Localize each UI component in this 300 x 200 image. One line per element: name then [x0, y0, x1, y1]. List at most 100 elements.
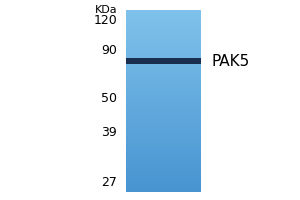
- Text: 27: 27: [101, 176, 117, 188]
- Bar: [126, 97, 201, 99]
- Bar: [126, 135, 201, 137]
- Bar: [126, 99, 201, 101]
- Bar: [126, 75, 201, 77]
- Bar: [126, 55, 201, 57]
- Bar: [126, 166, 201, 168]
- Bar: [126, 59, 201, 61]
- Bar: [126, 157, 201, 159]
- Bar: [126, 106, 201, 108]
- Bar: [126, 30, 201, 32]
- Bar: [126, 37, 201, 39]
- Bar: [126, 103, 201, 105]
- Bar: [126, 81, 201, 83]
- Bar: [126, 134, 201, 136]
- Bar: [126, 179, 201, 181]
- Bar: [126, 95, 201, 97]
- Bar: [126, 19, 201, 21]
- Bar: [126, 35, 201, 37]
- Bar: [126, 41, 201, 43]
- Bar: [126, 77, 201, 79]
- Bar: [126, 24, 201, 26]
- Bar: [126, 66, 201, 68]
- Bar: [126, 177, 201, 179]
- Bar: [126, 155, 201, 157]
- Bar: [126, 88, 201, 90]
- Bar: [126, 164, 201, 167]
- Text: PAK5: PAK5: [212, 53, 250, 68]
- Text: 50: 50: [101, 92, 117, 106]
- Bar: [126, 64, 201, 66]
- Bar: [126, 15, 201, 17]
- Bar: [126, 123, 201, 125]
- Text: 90: 90: [101, 45, 117, 58]
- Bar: [126, 12, 201, 14]
- Bar: [126, 94, 201, 96]
- Bar: [126, 124, 201, 126]
- Bar: [126, 146, 201, 148]
- Bar: [126, 148, 201, 150]
- Bar: [126, 13, 201, 15]
- Bar: [126, 68, 201, 70]
- Bar: [126, 58, 201, 64]
- Bar: [126, 115, 201, 117]
- Bar: [126, 112, 201, 114]
- Bar: [126, 121, 201, 123]
- Bar: [126, 119, 201, 121]
- Bar: [126, 63, 201, 65]
- Bar: [126, 74, 201, 76]
- Bar: [126, 84, 201, 86]
- Bar: [126, 185, 201, 187]
- Text: 120: 120: [93, 15, 117, 27]
- Bar: [126, 32, 201, 34]
- Bar: [126, 159, 201, 161]
- Bar: [126, 72, 201, 74]
- Text: KDa: KDa: [94, 5, 117, 15]
- Bar: [126, 117, 201, 119]
- Bar: [126, 43, 201, 45]
- Bar: [126, 26, 201, 28]
- Bar: [126, 181, 201, 183]
- Bar: [126, 141, 201, 143]
- Bar: [126, 44, 201, 46]
- Bar: [126, 190, 201, 192]
- Bar: [126, 83, 201, 85]
- Bar: [126, 152, 201, 154]
- Bar: [126, 28, 201, 30]
- Bar: [126, 144, 201, 146]
- Bar: [126, 48, 201, 50]
- Bar: [126, 168, 201, 170]
- Bar: [126, 52, 201, 54]
- Bar: [126, 132, 201, 134]
- Bar: [126, 126, 201, 128]
- Bar: [126, 50, 201, 52]
- Bar: [126, 79, 201, 81]
- Bar: [126, 183, 201, 185]
- Bar: [126, 175, 201, 177]
- Bar: [126, 61, 201, 63]
- Bar: [126, 186, 201, 188]
- Bar: [126, 154, 201, 156]
- Bar: [126, 46, 201, 48]
- Bar: [126, 57, 201, 59]
- Bar: [126, 170, 201, 172]
- Bar: [126, 92, 201, 94]
- Bar: [126, 150, 201, 152]
- Bar: [126, 39, 201, 41]
- Bar: [126, 33, 201, 35]
- Bar: [126, 188, 201, 190]
- Bar: [126, 110, 201, 112]
- Bar: [126, 90, 201, 92]
- Bar: [126, 163, 201, 165]
- Bar: [126, 21, 201, 23]
- Bar: [126, 17, 201, 19]
- Bar: [126, 70, 201, 72]
- Bar: [126, 143, 201, 145]
- Bar: [126, 53, 201, 56]
- Bar: [126, 108, 201, 110]
- Bar: [126, 86, 201, 88]
- Bar: [126, 10, 201, 12]
- Bar: [126, 137, 201, 139]
- Bar: [126, 128, 201, 130]
- Bar: [126, 139, 201, 141]
- Bar: [126, 114, 201, 116]
